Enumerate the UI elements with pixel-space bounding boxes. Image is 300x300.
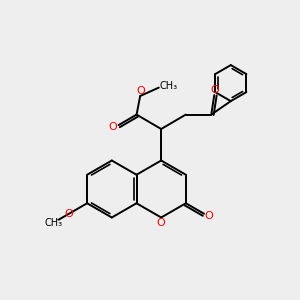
Text: CH₃: CH₃ <box>44 218 62 228</box>
Text: O: O <box>157 218 166 229</box>
Text: O: O <box>109 122 118 132</box>
Text: O: O <box>204 212 213 221</box>
Text: methoxy: methoxy <box>56 219 62 220</box>
Text: CH₃: CH₃ <box>159 81 177 91</box>
Text: O: O <box>136 86 145 96</box>
Text: O: O <box>210 85 219 95</box>
Text: O: O <box>64 209 73 219</box>
